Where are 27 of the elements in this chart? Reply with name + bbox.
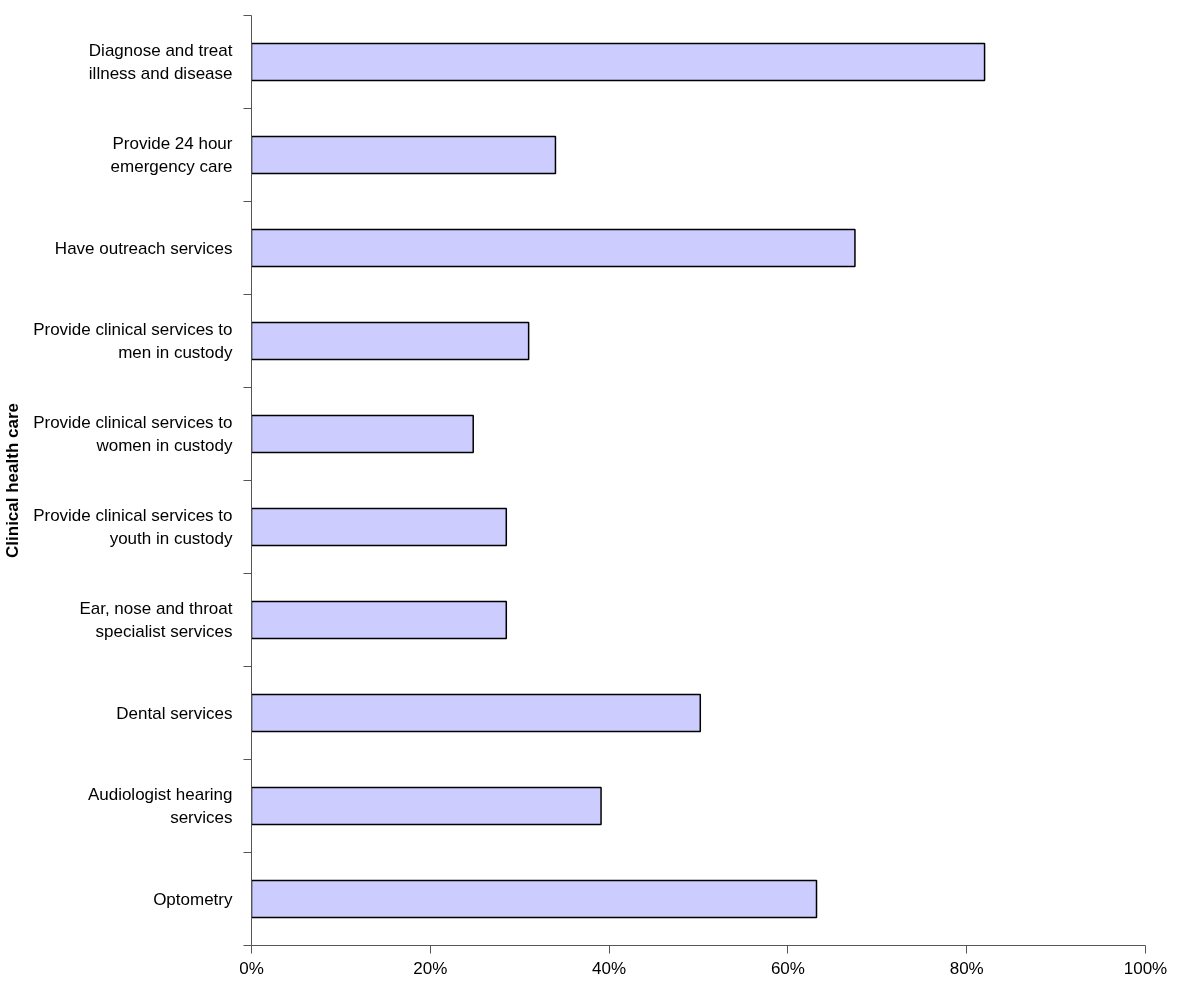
y-tick-label: Audiologist hearing services bbox=[87, 785, 233, 827]
y-tick-label: Provide clinical services to youth in custody bbox=[33, 506, 233, 548]
x-tick-label: 60% bbox=[770, 958, 805, 978]
bar bbox=[251, 786, 602, 826]
y-tick-label: Have outreach services bbox=[54, 238, 233, 258]
bar bbox=[251, 879, 818, 919]
y-tick-label: Diagnose and treat illness and disease bbox=[88, 41, 233, 83]
bar bbox=[251, 414, 474, 454]
bar bbox=[251, 600, 508, 640]
y-tick-label: Provide clinical services to men in custody bbox=[33, 320, 233, 362]
y-tick-label: Optometry bbox=[153, 889, 233, 909]
x-tick-label: 40% bbox=[592, 958, 627, 978]
x-tick-label: 80% bbox=[949, 958, 984, 978]
bar bbox=[251, 42, 986, 82]
y-tick-label: Provide clinical services to women in custody bbox=[33, 413, 233, 455]
x-tick-label: 20% bbox=[413, 958, 448, 978]
y-tick-label: Ear, nose and throat specialist services bbox=[79, 599, 233, 641]
y-tick-label: Provide 24 hour emergency care bbox=[110, 134, 233, 176]
x-tick-label: 0% bbox=[239, 958, 264, 978]
bar bbox=[251, 507, 508, 547]
y-tick-label: Dental services bbox=[116, 703, 233, 723]
x-tick-label: 100% bbox=[1123, 958, 1168, 978]
bar bbox=[251, 228, 856, 268]
bar bbox=[251, 693, 702, 733]
bar bbox=[251, 321, 530, 361]
bar bbox=[251, 135, 557, 175]
y-axis-title: Clinical health care bbox=[3, 403, 23, 558]
